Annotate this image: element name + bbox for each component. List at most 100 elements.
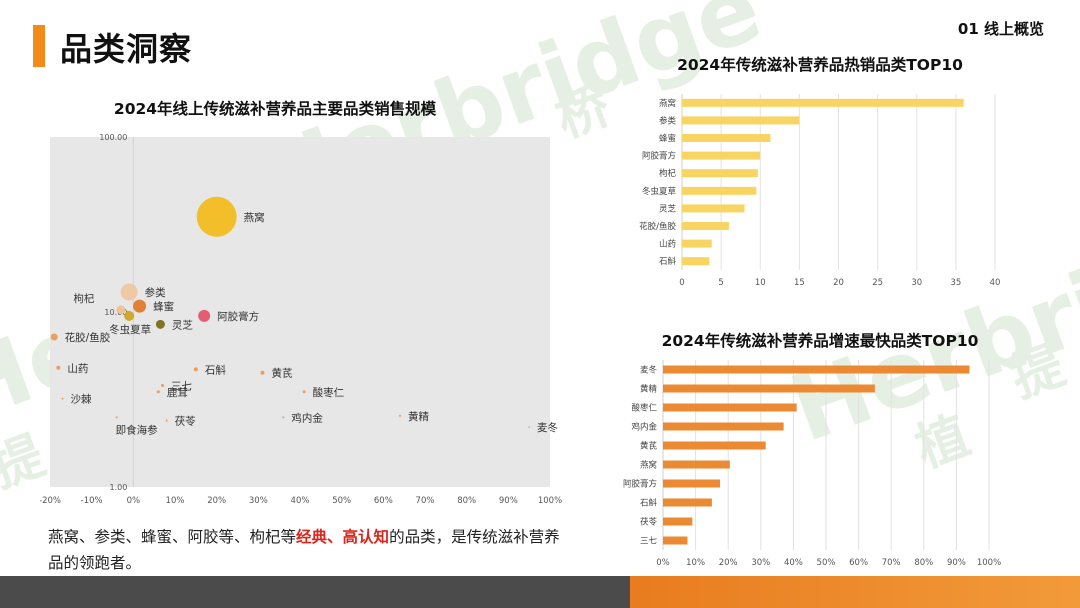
bar-mark (663, 498, 712, 507)
bubble-point (124, 310, 135, 321)
bar-mark (682, 257, 710, 266)
bubble-point-label: 阿胶膏方 (217, 310, 259, 323)
bubble-y-tick-label: 10.00 (104, 308, 127, 317)
bar-category-label: 三七 (640, 537, 658, 547)
bubble-point-label: 茯苓 (175, 414, 196, 427)
bar-x-tick-label: 100% (977, 558, 1001, 568)
bar-x-tick-label: 0% (656, 558, 670, 568)
bubble-x-tick-label: 60% (374, 496, 393, 506)
footer-bar-dark (0, 576, 630, 608)
bubble-point-label: 花胶/鱼胶 (65, 331, 111, 344)
bar-x-tick-label: 5 (718, 278, 723, 288)
page-title: 品类洞察 (60, 30, 193, 68)
summary-highlight-recognition: 高认知 (342, 528, 390, 546)
bubble-point (56, 365, 61, 370)
bubble-point-label: 鸡内金 (291, 411, 323, 424)
bubble-point (161, 384, 164, 388)
bar-mark (682, 151, 761, 160)
bubble-point (198, 309, 211, 322)
bar-mark (682, 239, 712, 248)
bubble-y-tick-label: 1.00 (110, 483, 128, 492)
bubble-point (61, 397, 64, 400)
bubble-point (196, 196, 237, 237)
bar-category-label: 阿胶膏方 (623, 479, 657, 490)
bubble-point-label: 蜂蜜 (153, 300, 174, 313)
bar-category-label: 黄精 (640, 384, 658, 395)
bar-category-label: 灵芝 (659, 203, 677, 214)
bubble-point (133, 299, 147, 313)
bubble-point (50, 333, 58, 341)
bubble-x-tick-label: 0% (127, 496, 141, 506)
bubble-point (282, 416, 285, 419)
bar-category-label: 燕窝 (640, 460, 657, 471)
bubble-x-tick-label: 40% (291, 496, 310, 506)
bubble-point (399, 414, 401, 417)
bubble-point (193, 367, 198, 372)
bubble-x-tick-label: 90% (499, 496, 518, 506)
bar-x-tick-label: 15 (794, 278, 805, 288)
bar-category-label: 燕窝 (659, 98, 676, 109)
bubble-point (155, 319, 165, 329)
bar-category-label: 山药 (659, 239, 676, 250)
bar-category-label: 参类 (659, 115, 677, 126)
summary-highlight-sep: 、 (327, 528, 343, 546)
bar-x-tick-label: 20 (833, 278, 844, 288)
bubble-x-tick-label: 50% (332, 496, 351, 506)
bar-category-label: 蜂蜜 (659, 133, 676, 144)
bubble-point-label: 山药 (67, 363, 88, 375)
bubble-chart-title: 2024年线上传统滋补营养品主要品类销售规模 (113, 100, 437, 118)
bar-x-tick-label: 70% (882, 558, 901, 568)
bar-x-tick-label: 90% (947, 558, 966, 568)
bubble-x-tick-label: 20% (207, 496, 226, 506)
top10-bar-chart: 0 5 10 15 20 25 30 35 40 燕窝参类蜂蜜阿胶膏方枸杞冬虫夏草灵芝花胶/鱼胶山… (639, 94, 1000, 288)
bar-mark (663, 403, 797, 412)
bubble-x-tick-label: 30% (249, 496, 268, 506)
title-accent-bar (33, 25, 45, 67)
bar-category-label: 花胶/鱼胶 (639, 221, 676, 232)
bar-mark (682, 222, 729, 230)
bubble-x-tick-label: -20% (40, 496, 61, 506)
bar-mark (663, 479, 721, 488)
growth-chart-title: 2024年传统滋补营养品增速最快品类TOP10 (661, 332, 979, 350)
bar-x-tick-label: 10 (755, 278, 766, 288)
bubble-x-tick-label: 80% (457, 496, 476, 506)
summary-text: 燕窝、参类、蜂蜜、阿胶等、枸杞等经典、高认知的品类，是传统滋补营养品的领跑者。 (48, 524, 568, 576)
bar-x-tick-label: 25 (872, 278, 883, 288)
bar-mark (663, 384, 875, 393)
bar-x-tick-label: 10% (686, 558, 705, 568)
bar-category-label: 酸枣仁 (631, 403, 657, 414)
bar-category-label: 枸杞 (659, 168, 677, 179)
bar-category-label: 冬虫夏草 (642, 186, 677, 197)
bubble-point-label: 沙棘 (71, 394, 92, 406)
bubble-point-label: 冬虫夏草 (109, 323, 151, 336)
bar-category-label: 黄芪 (640, 441, 658, 452)
bar-x-tick-label: 80% (914, 558, 933, 568)
bubble-point-label: 燕窝 (244, 211, 265, 224)
bar-x-tick-label: 0 (679, 278, 684, 288)
bar-category-label: 鸡内金 (631, 422, 657, 433)
bar-mark (682, 98, 964, 107)
bar-category-label: 石斛 (640, 498, 658, 509)
bubble-x-tick-label: -10% (81, 496, 103, 506)
bar-mark (663, 422, 784, 431)
section-tag: 01 线上概览 (957, 20, 1044, 38)
bubble-chart: 100.00 10.00 1.00 -20% -10% 0% 10% 20% 30% 40% 50%… (40, 133, 562, 506)
bubble-point-label: 枸杞 (73, 292, 94, 305)
bar-mark (663, 441, 766, 450)
bubble-point-label: 三七 (171, 381, 192, 393)
bar-mark (682, 116, 800, 125)
bar-x-tick-label: 60% (849, 558, 868, 568)
bar-mark (682, 134, 771, 142)
bar-x-tick-label: 35 (950, 278, 961, 288)
growth-bar-chart: 0% 10% 20% 30% 40% 50% 60% 70% 80% 90% 100% 麦冬黄精酸枣仁… (623, 360, 1001, 568)
summary-suffix: 的品类，是传统滋补营养品的领跑者。 (48, 528, 560, 572)
bubble-point-label: 参类 (145, 286, 166, 299)
bar-category-label: 石斛 (659, 256, 677, 267)
bubble-point-label: 黄芪 (272, 367, 293, 380)
bar-mark (682, 186, 757, 195)
bar-mark (663, 365, 970, 374)
summary-prefix: 燕窝、参类、蜂蜜、阿胶等、枸杞等 (48, 528, 297, 546)
bubble-point-label: 酸枣仁 (313, 386, 345, 399)
top10-chart-title: 2024年传统滋补营养品热销品类TOP10 (677, 56, 963, 74)
bubble-point-label: 黄精 (408, 410, 429, 423)
